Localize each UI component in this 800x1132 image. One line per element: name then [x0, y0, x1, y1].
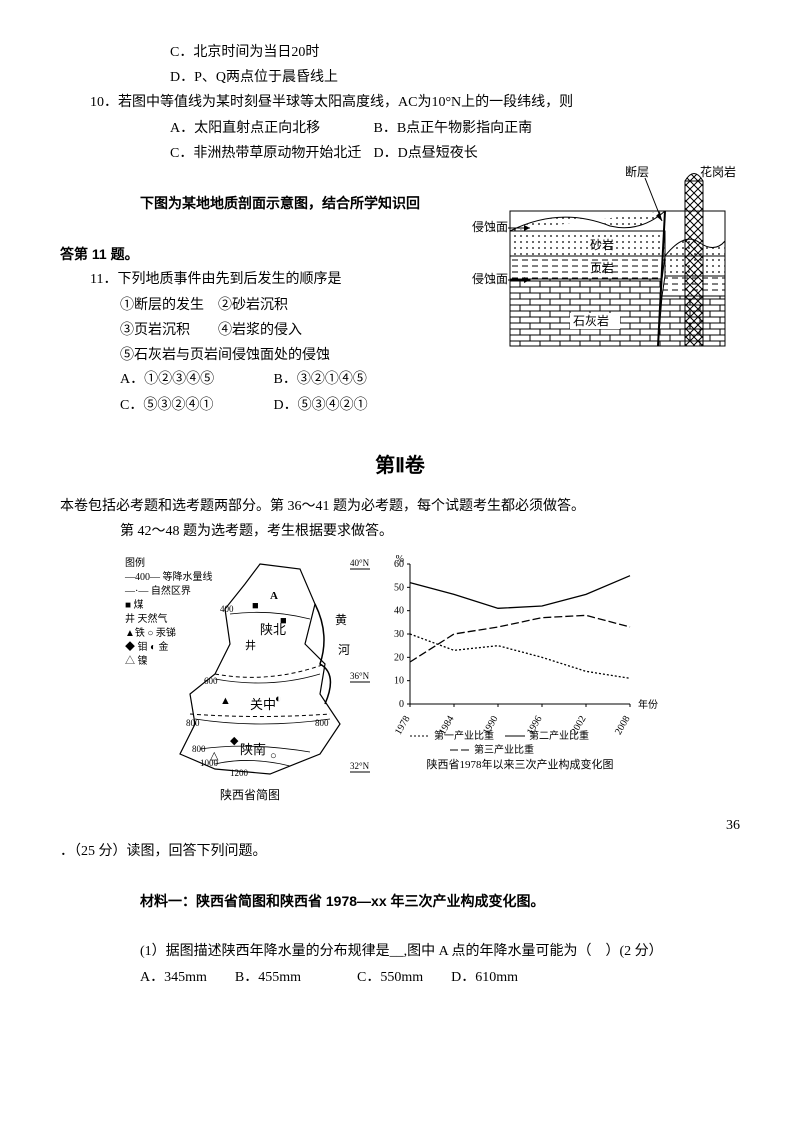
map-caption: 陕西省简图 — [220, 787, 280, 802]
q10-opt-d: D．D点昼短夜长 — [374, 146, 478, 161]
q36-stem: ．（25 分）读图，回答下列问题。 — [60, 839, 740, 864]
svg-text:%: % — [396, 554, 404, 565]
part2-intro2: 第 42～48 题为选考题，考生根据要求做答。 — [120, 519, 740, 544]
q36-num: 36 — [726, 813, 740, 838]
map-leg-2: ■ 煤 — [125, 598, 144, 611]
svg-text:第二产业比重: 第二产业比重 — [529, 729, 589, 742]
q36-mat1: 材料一：陕西省简图和陕西省 1978—xx 年三次产业构成变化图。 — [140, 889, 740, 914]
q11-opt-b: B．③②①④⑤ — [274, 372, 367, 387]
iso-600: 600 — [204, 676, 218, 686]
svg-text:■: ■ — [280, 615, 287, 627]
industry-chart: 0102030405060%197819841990199620022008年份… — [380, 554, 680, 813]
iso-800b: 800 — [315, 718, 329, 728]
point-a: A — [270, 590, 278, 602]
q11-opt-c: C．⑤③②④① — [120, 393, 270, 418]
lat36: 36°N — [350, 671, 370, 681]
svg-text:△: △ — [210, 750, 219, 762]
q11-opts-row1: A．①②③④⑤ B．③②①④⑤ — [120, 367, 740, 392]
river-lab2: 河 — [338, 643, 350, 657]
map-leg-5: ◆ 钼 ◐ 金 — [125, 640, 169, 653]
label-fault: 断层 — [625, 164, 649, 179]
q10-opt-b: B．B点正午物影指向正南 — [374, 121, 533, 136]
svg-text:▲: ▲ — [220, 695, 231, 707]
svg-text:2008: 2008 — [613, 714, 633, 737]
svg-text:◆: ◆ — [230, 735, 239, 747]
svg-text:年份: 年份 — [638, 698, 658, 711]
lat40: 40°N — [350, 558, 370, 568]
part2-title: 第Ⅱ卷 — [60, 448, 740, 484]
figure-row: 图例 —400— 等降水量线 —·— 自然区界 ■ 煤 井 天然气 ▲铁 ○ 汞… — [120, 554, 740, 813]
svg-text:■: ■ — [252, 600, 259, 612]
map-leg-1: —·— 自然区界 — [124, 584, 191, 597]
svg-text:20: 20 — [394, 653, 404, 664]
label-shale: 页岩 — [590, 260, 614, 275]
q36-sub1: (1）据图描述陕西年降水量的分布规律是__,图中 A 点的年降水量可能为（ ）(… — [140, 939, 740, 964]
region-south: 陕南 — [240, 742, 266, 757]
region-mid: 关中 — [250, 697, 276, 712]
svg-text:40: 40 — [394, 606, 404, 617]
q10-opt-a: A．太阳直射点正向北移 — [170, 116, 370, 141]
svg-text:第三产业比重: 第三产业比重 — [474, 743, 534, 756]
svg-text:井: 井 — [245, 638, 256, 652]
q10-opts-row1: A．太阳直射点正向北移 B．B点正午物影指向正南 — [170, 116, 740, 141]
q11-block: 断层 花岗岩 侵蚀面 侵蚀面 砂岩 页岩 石灰岩 下图为某地地质剖面示意图，结合… — [60, 191, 740, 418]
iso-400: 400 — [220, 604, 234, 614]
svg-text:0: 0 — [399, 699, 404, 710]
river-lab1: 黄 — [335, 613, 347, 627]
q9-opt-d: D．P、Q两点位于晨昏线上 — [170, 65, 740, 90]
svg-text:陕西省1978年以来三次产业构成变化图: 陕西省1978年以来三次产业构成变化图 — [427, 757, 614, 771]
svg-text:10: 10 — [394, 676, 404, 687]
part2-intro1: 本卷包括必考题和选考题两部分。第 36～41 题为必考题，每个试题考生都必须做答… — [60, 494, 740, 519]
map-leg-0: —400— 等降水量线 — [124, 570, 213, 583]
svg-text:第一产业比重: 第一产业比重 — [434, 729, 494, 742]
label-erosion2: 侵蚀面 — [472, 271, 508, 286]
map-leg-3: 井 天然气 — [125, 612, 168, 625]
q11-opt-d: D．⑤③④②① — [274, 398, 368, 413]
geology-figure: 断层 花岗岩 侵蚀面 侵蚀面 砂岩 页岩 石灰岩 — [470, 161, 740, 370]
q10-stem: 10．若图中等值线为某时刻昼半球等太阳高度线，AC为10°N上的一段纬线，则 — [90, 90, 740, 115]
shaanxi-map: 图例 —400— 等降水量线 —·— 自然区界 ■ 煤 井 天然气 ▲铁 ○ 汞… — [120, 554, 380, 813]
map-leg-4: ▲铁 ○ 汞锑 — [125, 626, 176, 639]
label-sandstone: 砂岩 — [590, 237, 614, 252]
svg-text:30: 30 — [394, 629, 404, 640]
q9-opt-c: C．北京时间为当日20时 — [170, 40, 740, 65]
label-limestone-t: 石灰岩 — [573, 313, 609, 328]
map-leg-6: △ 镍 — [125, 654, 148, 667]
q11-opts-row2: C．⑤③②④① D．⑤③④②① — [120, 393, 740, 418]
q36-opts: A．345mm B．455mm C．550mm D．610mm — [140, 965, 740, 990]
label-erosion1: 侵蚀面 — [472, 219, 508, 234]
svg-text:◐: ◐ — [275, 693, 282, 705]
lat32: 32°N — [350, 761, 370, 771]
q11-opt-a: A．①②③④⑤ — [120, 367, 270, 392]
svg-text:50: 50 — [394, 583, 404, 594]
svg-text:○: ○ — [270, 750, 277, 762]
iso-1200: 1200 — [230, 768, 249, 778]
label-granite: 花岗岩 — [700, 164, 736, 179]
iso-800a: 800 — [186, 718, 200, 728]
q10-opt-c: C．非洲热带草原动物开始北迁 — [170, 141, 370, 166]
svg-text:1978: 1978 — [393, 714, 413, 737]
iso-800c: 800 — [192, 744, 206, 754]
q36-row: 36 — [60, 813, 740, 838]
map-legend-title: 图例 — [125, 556, 145, 569]
